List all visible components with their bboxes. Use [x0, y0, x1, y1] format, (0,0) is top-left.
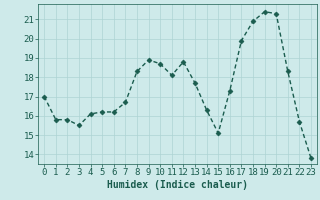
X-axis label: Humidex (Indice chaleur): Humidex (Indice chaleur): [107, 180, 248, 190]
